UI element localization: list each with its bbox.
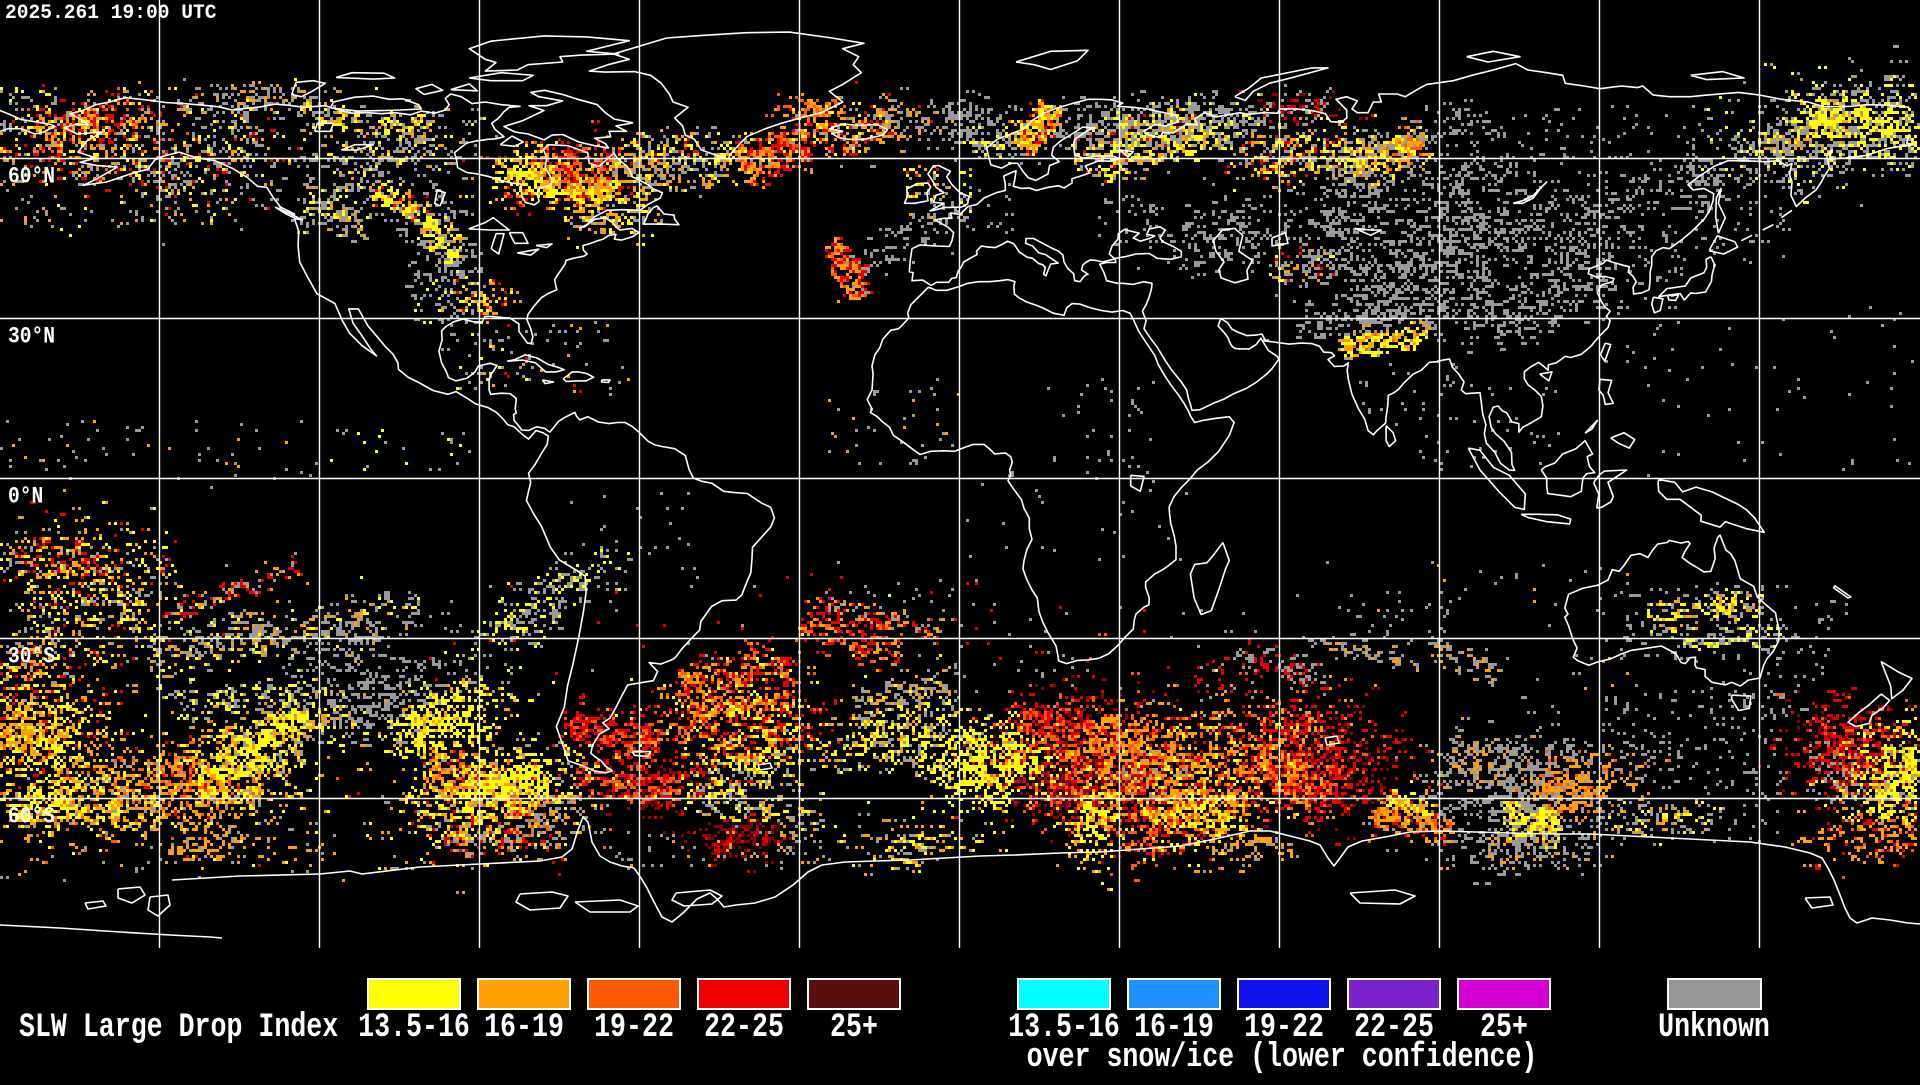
svg-text:16-19: 16-19 bbox=[484, 1009, 564, 1047]
svg-text:2025.261 19:00 UTC: 2025.261 19:00 UTC bbox=[5, 2, 217, 26]
svg-text:25+: 25+ bbox=[830, 1009, 878, 1047]
svg-text:30°N: 30°N bbox=[8, 324, 55, 350]
svg-text:0°N: 0°N bbox=[8, 484, 43, 510]
svg-text:SLW Large Drop Index: SLW Large Drop Index bbox=[19, 1009, 338, 1047]
svg-text:22-25: 22-25 bbox=[704, 1009, 784, 1047]
svg-text:22-25: 22-25 bbox=[1354, 1009, 1434, 1047]
svg-text:16-19: 16-19 bbox=[1134, 1009, 1214, 1047]
svg-text:60°S: 60°S bbox=[8, 804, 55, 830]
svg-text:19-22: 19-22 bbox=[1244, 1009, 1324, 1047]
svg-text:13.5-16: 13.5-16 bbox=[1008, 1009, 1120, 1047]
svg-text:13.5-16: 13.5-16 bbox=[358, 1009, 470, 1047]
svg-text:30°S: 30°S bbox=[8, 644, 55, 670]
svg-text:25+: 25+ bbox=[1480, 1009, 1528, 1047]
svg-text:19-22: 19-22 bbox=[594, 1009, 674, 1047]
svg-text:over snow/ice (lower confidenc: over snow/ice (lower confidence) bbox=[1027, 1039, 1538, 1077]
svg-text:Unknown: Unknown bbox=[1658, 1009, 1770, 1047]
svg-text:60°N: 60°N bbox=[8, 164, 55, 190]
